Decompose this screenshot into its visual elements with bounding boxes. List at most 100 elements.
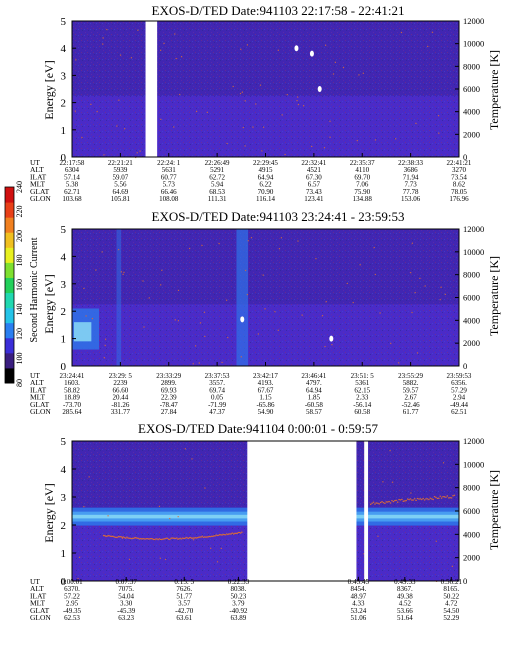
temperature-point: [214, 535, 216, 537]
table-cell: 59.07: [113, 173, 129, 181]
temperature-point: [159, 538, 162, 541]
scatter-point: [227, 336, 229, 339]
temperature-point: [426, 498, 429, 500]
table-cell: 22:21:21: [108, 159, 133, 167]
table-cell: -49.44: [450, 401, 469, 409]
temperature-point: [183, 537, 185, 540]
temperature-point: [167, 538, 170, 540]
temperature-point: [104, 535, 106, 537]
temperature-point: [443, 496, 446, 498]
table-cell: 3686: [404, 166, 419, 174]
scatter-point: [106, 29, 108, 31]
bright-spot: [309, 50, 314, 57]
table-cell: 0:15: 5: [174, 578, 194, 586]
temperature-point: [382, 502, 385, 504]
table-cell: 5361: [355, 379, 370, 387]
temperature-point: [419, 498, 422, 500]
temperature-point: [237, 531, 240, 534]
temperature-point: [241, 531, 243, 533]
table-cell: 23:42:17: [253, 372, 278, 380]
temperature-point: [381, 501, 383, 503]
temperature-point: [185, 536, 187, 539]
scatter-point: [321, 315, 324, 317]
scatter-point: [218, 242, 220, 245]
temperature-point: [131, 537, 134, 539]
scatter-point: [232, 85, 234, 88]
y-tick-label: 1: [61, 548, 67, 560]
scatter-point: [189, 247, 191, 250]
colorbar-tick-label: 220: [15, 206, 24, 218]
temperature-point: [177, 538, 179, 540]
table-row-label: UT: [30, 577, 40, 586]
table-cell: 63.89: [231, 614, 247, 622]
temperature-point: [445, 496, 447, 498]
vertical-enhancement: [116, 229, 122, 366]
scatter-point: [104, 338, 107, 340]
scatter-point: [198, 362, 200, 364]
table-cell: 6304: [65, 166, 80, 174]
temperature-point: [205, 536, 207, 538]
temperature-point: [208, 535, 211, 538]
colorbar-tick-label: 140: [15, 304, 24, 316]
panel-1: EXOS-D/TED Date:941103 22:17:58 - 22:41:…: [30, 3, 501, 203]
table-cell: 0:45:45: [348, 578, 370, 586]
table-cell: 8038.: [231, 585, 247, 593]
temperature-point: [409, 498, 412, 500]
table-cell: 22:38:33: [398, 159, 423, 167]
temperature-point: [138, 538, 141, 540]
temperature-point: [378, 503, 380, 505]
scatter-point: [121, 537, 124, 539]
scatter-point: [221, 361, 223, 364]
table-cell: 5.73: [163, 181, 176, 189]
table-cell: 20.44: [113, 394, 129, 402]
scatter-point: [374, 139, 377, 141]
temperature-point: [140, 537, 142, 540]
temperature-point: [187, 537, 190, 540]
temperature-point: [436, 497, 439, 500]
scatter-point: [83, 506, 85, 508]
temperature-point: [432, 498, 434, 501]
temperature-point: [236, 532, 238, 535]
table-cell: 73.43: [306, 188, 322, 196]
table-row-label: MLT: [30, 599, 46, 608]
temperature-point: [210, 535, 213, 537]
scatter-point: [373, 246, 375, 249]
panel-2-y2label: Temperature [K]: [487, 256, 501, 336]
table-row-label: MLT: [30, 393, 46, 402]
scatter-point: [424, 285, 426, 287]
scatter-point: [398, 362, 400, 364]
scatter-point: [439, 299, 441, 301]
temperature-point: [172, 537, 175, 539]
scatter-point: [160, 118, 162, 120]
temperature-point: [203, 536, 206, 538]
table-cell: -49.35: [63, 607, 82, 615]
table-cell: 54.50: [443, 607, 459, 615]
temperature-point: [401, 498, 403, 501]
y-tick-label: 4: [61, 251, 67, 263]
temperature-point: [176, 537, 178, 539]
y-tick-label: 5: [61, 16, 67, 28]
scatter-point: [120, 271, 122, 273]
temperature-point: [111, 535, 113, 538]
scatter-point: [194, 345, 197, 347]
temperature-point: [180, 538, 183, 540]
table-cell: 52.29: [443, 614, 459, 622]
table-cell: 23:55:29: [398, 372, 423, 380]
table-cell: 3.30: [120, 600, 133, 608]
scatter-point: [297, 103, 300, 106]
scatter-point: [240, 356, 242, 358]
scatter-point: [201, 244, 203, 247]
scatter-point: [91, 317, 94, 320]
temperature-point: [144, 538, 147, 540]
table-cell: 22:29:45: [253, 159, 278, 167]
table-cell: 23:59:53: [447, 372, 472, 380]
table-cell: 77.78: [403, 188, 419, 196]
scatter-point: [311, 145, 313, 148]
scatter-point: [142, 280, 144, 282]
temperature-point: [115, 536, 118, 538]
temperature-point: [374, 503, 376, 505]
panel-1-y2label: Temperature [K]: [487, 50, 501, 130]
table-cell: 4.52: [399, 600, 412, 608]
scatter-point: [400, 31, 403, 34]
